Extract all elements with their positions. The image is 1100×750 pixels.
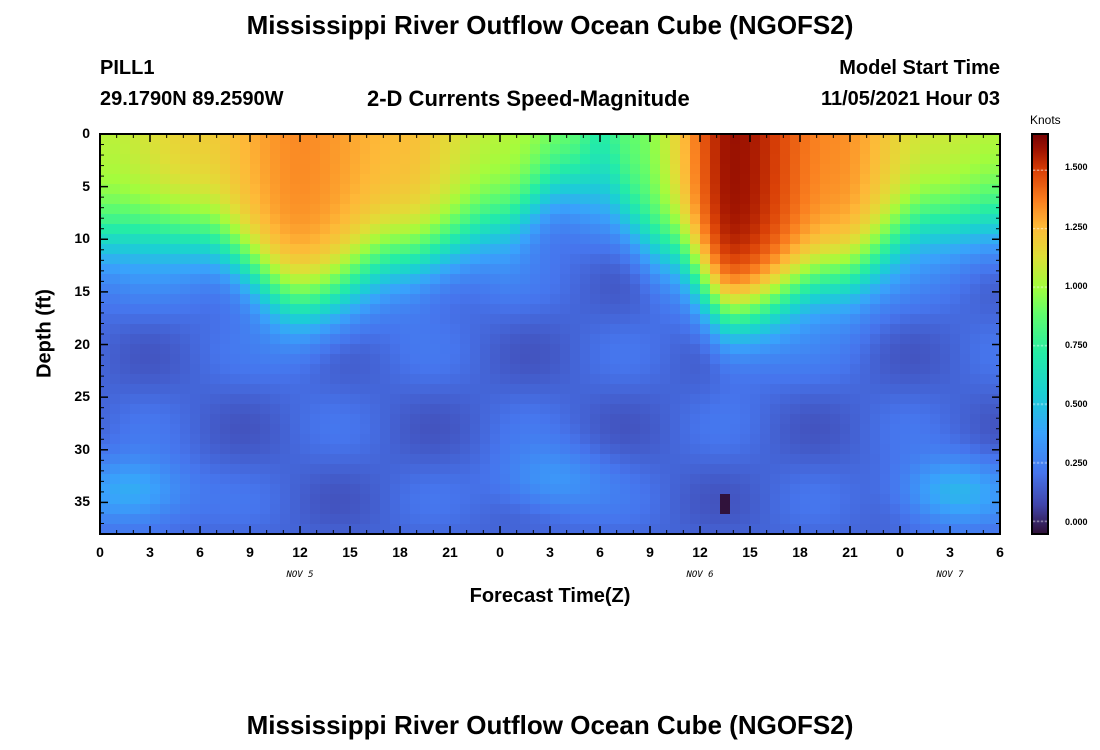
station-location: 29.1790N 89.2590W [100,88,284,110]
x-tick-label: 15 [342,544,358,560]
y-tick-label: 0 [82,125,90,141]
y-tick-label: 10 [74,230,90,247]
y-tick-label: 5 [82,177,90,194]
y-tick-label: 20 [74,335,90,352]
x-tick-label: 3 [946,544,954,560]
heatmap-canvas [100,134,1000,534]
x-tick-label: 18 [392,544,408,560]
colorbar-tick-label: 0.000 [1065,517,1088,528]
x-tick-label: 0 [896,544,904,560]
x-tick-label: 6 [596,544,604,560]
colorbar-title: Knots [1030,113,1061,127]
x-tick-label: 12 [292,544,308,560]
x-axis-label: Forecast Time(Z) [469,585,631,607]
colorbar-tick-label: 1.250 [1065,221,1088,232]
colorbar [1031,133,1049,535]
x-tick-label: 18 [792,544,808,560]
colorbar-tick-label: 0.250 [1065,458,1088,469]
plot-axes [99,133,1001,535]
x-tick-label: 6 [996,544,1004,560]
date-label: NOV 6 [686,570,714,580]
x-tick-label: 21 [842,544,858,560]
y-tick-label: 15 [74,282,90,299]
colorbar-tick-label: 0.750 [1065,339,1088,350]
station-name: PILL1 [100,57,155,79]
x-tick-label: 3 [546,544,554,560]
x-tick-label: 9 [246,544,254,560]
x-tick-label: 9 [646,544,654,560]
colorbar-tick-label: 0.500 [1065,398,1088,409]
y-tick-label: 35 [74,493,90,510]
x-tick-label: 12 [692,544,708,560]
chart-title: Mississippi River Outflow Ocean Cube (NG… [246,10,854,40]
x-tick-label: 15 [742,544,758,560]
x-tick-label: 3 [146,544,154,560]
x-tick-label: 0 [96,544,104,560]
colorbar-tick-label: 1.500 [1065,162,1088,173]
colorbar-tick-label: 1.000 [1065,280,1088,291]
x-tick-label: 0 [496,544,504,560]
plot-frame [99,133,1001,535]
model-start-label: Model Start Time [839,57,1000,79]
x-tick-label: 21 [442,544,458,560]
chart-title-repeat: Mississippi River Outflow Ocean Cube (NG… [246,710,854,740]
date-label: NOV 7 [936,570,964,580]
y-axis-label: Depth (ft) [33,289,56,378]
date-label: NOV 5 [286,570,314,580]
y-tick-label: 25 [74,388,90,405]
y-tick-label: 30 [74,440,90,457]
plot-subtitle: 2-D Currents Speed-Magnitude [367,86,690,111]
model-start-value: 11/05/2021 Hour 03 [820,88,1000,110]
x-tick-label: 6 [196,544,204,560]
